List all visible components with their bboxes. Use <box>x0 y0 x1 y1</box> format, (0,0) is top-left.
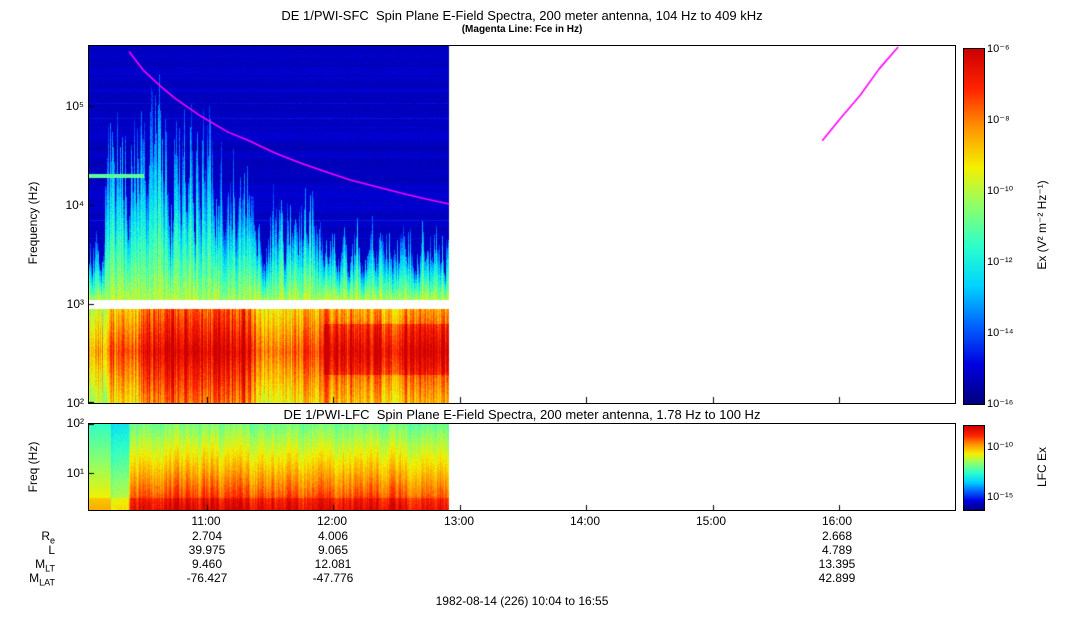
x-tick-1200: 12:00 <box>316 514 348 528</box>
sfc-colorbar <box>963 48 985 405</box>
ephemeris-row-label-mlt: MLT <box>35 557 55 574</box>
ephemeris-value: -47.776 <box>312 571 354 585</box>
sfc-title: DE 1/PWI-SFC Spin Plane E-Field Spectra,… <box>281 8 763 23</box>
ephemeris-value: -76.427 <box>186 571 228 585</box>
sfc-spectrogram-canvas <box>89 46 955 403</box>
ephemeris-value: 4.006 <box>317 529 349 543</box>
magenta-line-note: (Magenta Line: Fce in Hz) <box>461 24 583 35</box>
ephemeris-value: 2.668 <box>821 529 853 543</box>
caption: 1982-08-14 (226) 10:04 to 16:55 <box>435 594 609 608</box>
x-tick-1500: 15:00 <box>695 514 727 528</box>
ephemeris-value: 39.975 <box>188 543 226 557</box>
ephemeris-value: 2.704 <box>191 529 223 543</box>
sfc-ylabel: Frequency (Hz) <box>26 181 40 265</box>
sfc-ytick-1e4: 10⁴ <box>65 198 84 212</box>
lfc-title: DE 1/PWI-LFC Spin Plane E-Field Spectra,… <box>283 407 761 422</box>
ephemeris-row-label-l: L <box>48 543 55 557</box>
ephemeris-value: 13.395 <box>818 557 856 571</box>
sfc-colorbar-tick-4: 10⁻¹⁴ <box>987 327 1014 339</box>
x-tick-1600: 16:00 <box>821 514 853 528</box>
lfc-panel <box>88 423 956 511</box>
lfc-ytick-1e2: 10² <box>66 416 84 430</box>
sfc-ytick-1e3: 10³ <box>66 297 84 311</box>
ephemeris-row-label-mlat: MLAT <box>29 571 55 588</box>
x-tick-1300: 13:00 <box>443 514 475 528</box>
ephemeris-value: 42.899 <box>818 571 856 585</box>
sfc-ytick-1e2: 10² <box>66 396 84 410</box>
sfc-colorbar-tick-3: 10⁻¹² <box>987 256 1013 268</box>
lfc-spectrogram-canvas <box>89 424 955 510</box>
lfc-colorbar <box>963 425 985 511</box>
sfc-colorbar-tick-1: 10⁻⁸ <box>987 114 1010 126</box>
lfc-ytick-1e1: 10¹ <box>66 466 84 480</box>
x-tick-1100: 11:00 <box>191 514 221 528</box>
ephemeris-value: 12.081 <box>314 557 352 571</box>
sfc-colorbar-label: Ex (V² m⁻² Hz⁻¹) <box>1035 180 1049 270</box>
ephemeris-value: 9.065 <box>317 543 349 557</box>
lfc-colorbar-tick-1: 10⁻¹⁵ <box>987 491 1014 503</box>
ephemeris-value: 9.460 <box>191 557 223 571</box>
sfc-colorbar-tick-2: 10⁻¹⁰ <box>987 185 1014 197</box>
ephemeris-row-label-re: Re <box>41 529 55 546</box>
sfc-ytick-1e5: 10⁵ <box>65 99 84 113</box>
lfc-colorbar-tick-0: 10⁻¹⁰ <box>987 441 1014 453</box>
sfc-panel <box>88 45 956 404</box>
sfc-colorbar-tick-0: 10⁻⁶ <box>987 43 1010 55</box>
x-tick-1400: 14:00 <box>569 514 601 528</box>
ephemeris-value: 4.789 <box>821 543 853 557</box>
sfc-colorbar-tick-5: 10⁻¹⁶ <box>987 398 1014 410</box>
lfc-ylabel: Freq (Hz) <box>26 441 40 493</box>
lfc-colorbar-label: LFC Ex <box>1035 447 1049 488</box>
